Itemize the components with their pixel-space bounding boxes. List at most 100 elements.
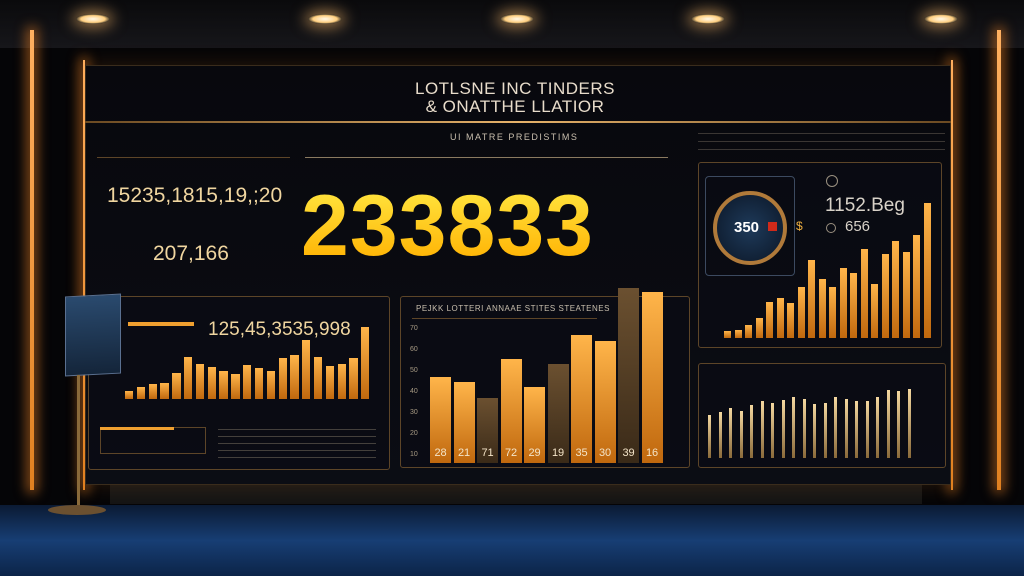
gauge-marker [768, 222, 777, 231]
ceiling-light [500, 14, 534, 24]
bar [876, 396, 879, 458]
bar [718, 412, 722, 458]
bar [618, 288, 640, 463]
bar [776, 297, 784, 338]
bar [708, 415, 711, 458]
light-pillar [83, 60, 85, 490]
light-pillar [951, 60, 953, 490]
bar [290, 354, 299, 399]
bar [829, 286, 837, 338]
bar [766, 301, 774, 338]
display-stand-base [48, 505, 106, 515]
y-tick-label: 40 [410, 388, 418, 395]
bar [325, 366, 335, 399]
bar-data-label: 71 [481, 447, 494, 459]
bar [808, 259, 816, 338]
bar [750, 405, 753, 458]
predictions-subtitle: UI MATRE PREDISTIMS [450, 132, 579, 142]
bar [787, 302, 795, 338]
title-line-1: LOTLSNE INC TINDERS [414, 79, 615, 98]
bar [266, 371, 275, 399]
side-display-screen [65, 293, 121, 377]
big-prediction-number: 233833 [301, 178, 594, 274]
y-tick-label: 60 [410, 346, 418, 353]
bar [430, 376, 452, 463]
stat-value-primary: 15235,1815,19,;20 [107, 184, 283, 207]
bar-data-label: 28 [434, 447, 447, 459]
bar [739, 411, 743, 458]
intro-text-block [97, 130, 290, 158]
bar-data-label: 29 [528, 447, 541, 459]
bar [771, 402, 774, 458]
bar [724, 331, 732, 338]
predictions-table-header [305, 157, 668, 158]
bar [823, 402, 827, 458]
bar [184, 356, 193, 399]
ceiling [0, 0, 1024, 48]
bar [834, 396, 837, 458]
light-pillar [30, 30, 34, 490]
bar-data-label: 35 [575, 447, 588, 459]
bar [302, 340, 311, 399]
bar-data-label: 16 [645, 447, 659, 459]
description-text [218, 426, 376, 460]
bar [860, 248, 868, 338]
title-line-2: & ONATTHE LLATIOR [425, 97, 605, 116]
bar [594, 340, 616, 463]
right-bar-chart [724, 203, 934, 338]
gauge-value: 350 [734, 219, 760, 236]
ceiling-light [691, 14, 725, 24]
bar [892, 240, 900, 338]
dollar-icon: $ [796, 219, 803, 233]
bar [313, 356, 323, 399]
right-bottom-panel [698, 363, 946, 468]
y-tick-label: 30 [410, 409, 418, 416]
bar [902, 251, 910, 338]
bar [897, 390, 900, 458]
bar [160, 382, 169, 399]
gauge-dial [713, 191, 787, 265]
bar [125, 390, 134, 399]
y-tick-label: 10 [410, 451, 418, 458]
bar [547, 364, 569, 463]
legend-bar [100, 427, 174, 430]
bar [865, 400, 869, 458]
bar [172, 373, 181, 399]
right-intro-text [698, 130, 945, 156]
floor-carpet [0, 505, 1024, 576]
bar [797, 286, 805, 338]
bar [136, 386, 146, 399]
target-icon [826, 175, 838, 187]
bar [477, 398, 499, 463]
bar [231, 374, 240, 399]
bar-data-label: 30 [598, 447, 612, 459]
bar [844, 398, 848, 458]
bar-data-label: 39 [622, 447, 635, 459]
bar [349, 357, 358, 399]
bar [792, 396, 795, 458]
y-tick-label: 70 [410, 325, 418, 332]
right-stat-value: 1152.Beg [825, 195, 905, 216]
gauge-box [705, 176, 795, 276]
bar [207, 367, 216, 399]
bar [278, 357, 287, 399]
ceiling-light [76, 14, 110, 24]
stat-value-secondary: 207,166 [153, 242, 229, 265]
bar [818, 278, 826, 338]
center-chart-title: PEJKK LOTTERI ANNAAE STITES STEATENES [416, 304, 610, 313]
bar [195, 364, 205, 399]
y-tick-label: 50 [410, 367, 418, 374]
bar [813, 404, 816, 458]
bar [734, 329, 742, 338]
bar [254, 368, 264, 399]
bar [219, 371, 228, 399]
bar [855, 400, 858, 458]
display-stand-pole [77, 375, 80, 510]
bar [641, 292, 663, 463]
left-chart-value: 125,45,3535,998 [208, 319, 351, 340]
header-divider [85, 121, 951, 123]
bar [337, 364, 346, 399]
bar [243, 365, 252, 399]
bar [524, 387, 546, 463]
light-pillar [997, 30, 1001, 490]
